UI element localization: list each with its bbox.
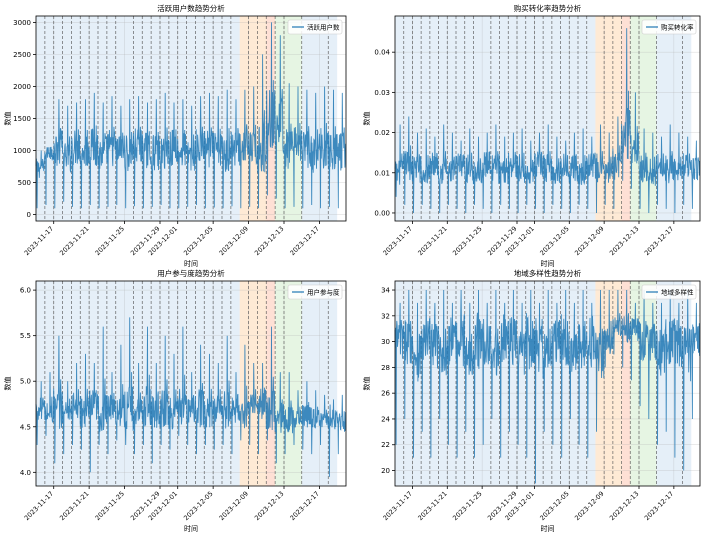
x-tick-label: 2023-12-09 [573, 490, 605, 522]
y-tick-label: 0.00 [374, 209, 390, 217]
y-tick-label: 4.5 [20, 423, 31, 431]
x-tick-label: 2023-12-09 [218, 490, 250, 522]
x-tick-label: 2023-12-09 [218, 225, 250, 257]
x-axis-label: 时间 [541, 524, 555, 533]
series-line [35, 317, 347, 477]
legend-label: 用户参与度 [307, 288, 340, 297]
x-tick-label: 2023-12-05 [538, 490, 570, 522]
y-tick-label: 1500 [13, 115, 31, 123]
period-span [239, 281, 267, 486]
y-tick-label: 5.0 [20, 378, 31, 386]
y-axis-label: 数值 [362, 112, 371, 126]
legend: 地域多样性 [641, 284, 697, 300]
y-tick-label: 32 [381, 312, 390, 320]
x-tick-label: 2023-11-25 [94, 490, 126, 522]
y-tick-label: 26 [381, 390, 390, 398]
y-tick-label: 0.02 [374, 129, 390, 137]
subplot-2: 0.00 0.01 0.02 0.03 0.04 2023-11-17 2023-11-21… [362, 3, 701, 268]
y-tick-label: 30 [381, 338, 390, 346]
x-tick-label: 2023-12-17 [288, 225, 320, 257]
period-span [595, 16, 622, 221]
x-tick-label: 2023-12-13 [253, 225, 285, 257]
legend-box [641, 19, 697, 35]
x-tick-label: 2023-12-17 [643, 490, 675, 522]
plot-frame [35, 280, 347, 487]
x-tick-label: 2023-11-21 [58, 225, 90, 257]
y-tick-label: 4.0 [20, 469, 31, 477]
y-axis-label: 数值 [3, 377, 12, 391]
x-tick-label: 2023-11-21 [416, 490, 448, 522]
x-tick-label: 2023-11-25 [451, 225, 483, 257]
series-line [35, 22, 347, 209]
y-axis-label: 数值 [3, 112, 12, 126]
legend-label: 购买转化率 [661, 23, 694, 32]
x-tick-label: 2023-11-17 [23, 225, 55, 257]
x-tick-label: 2023-11-21 [58, 490, 90, 522]
series-line [394, 28, 701, 214]
y-tick-label: 5.5 [20, 332, 31, 340]
y-tick-label: 0.03 [374, 89, 390, 97]
chart-title: 地域多样性趋势分析 [514, 268, 582, 278]
x-tick-label: 2023-11-21 [416, 225, 448, 257]
period-span [275, 281, 302, 486]
x-tick-label: 2023-12-05 [538, 225, 570, 257]
chart-title: 购买转化率趋势分析 [514, 3, 582, 13]
legend-label: 活跃用户数 [307, 23, 340, 32]
legend-box [287, 284, 343, 300]
legend: 活跃用户数 [287, 19, 343, 35]
period-span [36, 281, 240, 486]
legend-label: 地域多样性 [661, 288, 694, 297]
period-span [630, 281, 657, 486]
x-axis-label: 时间 [184, 259, 198, 268]
period-span [395, 16, 596, 221]
y-tick-label: 0 [27, 211, 31, 219]
x-tick-label: 2023-12-05 [182, 490, 214, 522]
chart-title: 用户参与度趋势分析 [157, 268, 225, 278]
x-tick-label: 2023-12-17 [288, 490, 320, 522]
y-tick-label: 1000 [13, 147, 31, 155]
plot-frame [394, 15, 701, 222]
period-span [630, 16, 657, 221]
y-axis-label: 数值 [362, 377, 371, 391]
x-tick-label: 2023-12-13 [608, 490, 640, 522]
legend: 购买转化率 [641, 19, 697, 35]
y-tick-label: 22 [381, 441, 390, 449]
legend-box [641, 284, 697, 300]
x-tick-label: 2023-11-17 [381, 225, 413, 257]
x-tick-label: 2023-12-05 [182, 225, 214, 257]
y-tick-label: 6.0 [20, 287, 31, 295]
x-tick-label: 2023-11-17 [381, 490, 413, 522]
chart-title: 活跃用户数趋势分析 [157, 3, 225, 13]
x-tick-label: 2023-12-09 [573, 225, 605, 257]
y-tick-label: 500 [18, 179, 31, 187]
x-tick-label: 2023-12-17 [643, 225, 675, 257]
x-tick-label: 2023-12-13 [608, 225, 640, 257]
series-line [394, 289, 701, 484]
legend: 用户参与度 [287, 284, 343, 300]
x-tick-label: 2023-12-13 [253, 490, 285, 522]
x-tick-label: 2023-11-25 [451, 490, 483, 522]
x-tick-label: 2023-11-25 [94, 225, 126, 257]
y-tick-label: 0.01 [374, 169, 390, 177]
y-tick-label: 24 [381, 415, 390, 423]
y-tick-label: 34 [381, 287, 390, 295]
y-tick-label: 3000 [13, 19, 31, 27]
y-tick-label: 28 [381, 364, 390, 372]
x-axis-label: 时间 [541, 259, 555, 268]
period-span [595, 281, 622, 486]
period-span [621, 281, 631, 486]
y-tick-label: 2500 [13, 51, 31, 59]
x-axis-label: 时间 [184, 524, 198, 533]
x-tick-label: 2023-11-17 [23, 490, 55, 522]
y-tick-label: 20 [381, 467, 390, 475]
period-span [266, 281, 276, 486]
plot-frame [394, 280, 701, 487]
y-tick-label: 2000 [13, 83, 31, 91]
legend-box [287, 19, 343, 35]
y-tick-label: 0.04 [374, 49, 390, 57]
